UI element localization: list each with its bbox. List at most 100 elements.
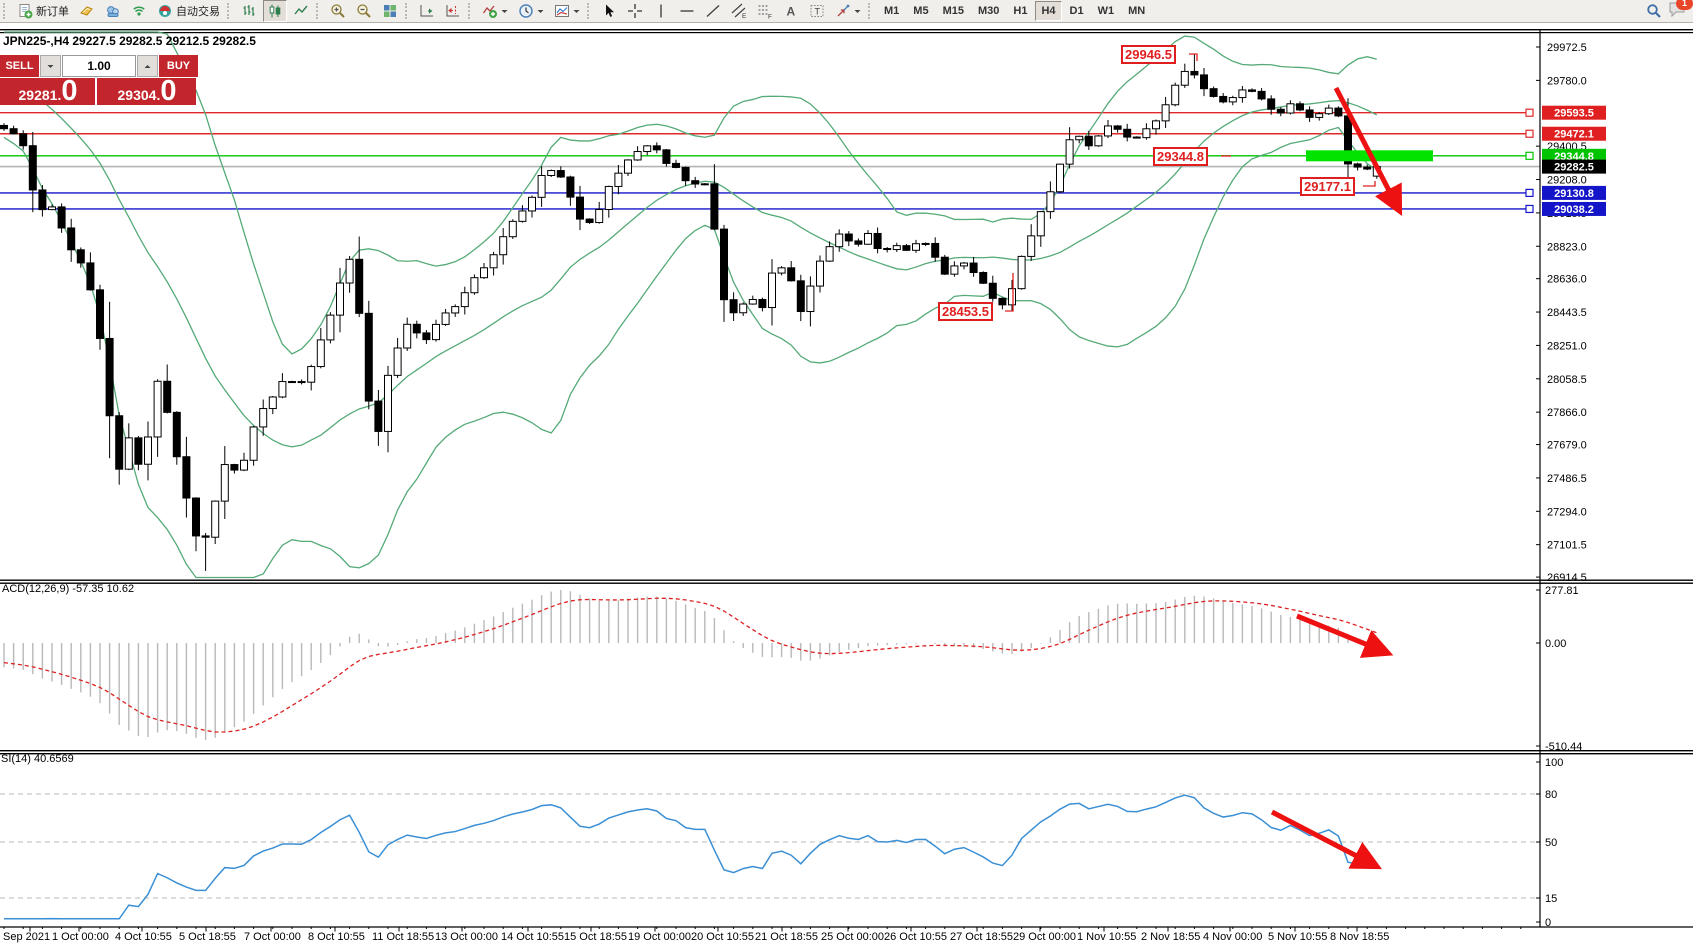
volume-input[interactable] <box>62 55 136 77</box>
chevron-down-icon <box>573 9 580 13</box>
timeframe-button-h1[interactable]: H1 <box>1007 1 1033 21</box>
toolbar-gripper[interactable] <box>868 3 873 19</box>
timeframe-button-d1[interactable]: D1 <box>1064 1 1090 21</box>
notifications-button[interactable]: 1 <box>1668 0 1693 22</box>
price-annotation[interactable]: 29177.1 <box>1300 177 1355 196</box>
templates-button[interactable] <box>550 0 584 22</box>
buy-button[interactable]: BUY <box>159 55 198 77</box>
text-tool-button[interactable]: A <box>779 0 803 22</box>
annotation-connectors[interactable] <box>1005 53 1376 312</box>
horizontal-line-tool-button[interactable] <box>675 0 699 22</box>
publish-button[interactable] <box>101 0 125 22</box>
shapes-icon <box>837 4 850 17</box>
new-order-button[interactable]: 新订单 <box>13 0 73 22</box>
svg-text:28251.0: 28251.0 <box>1547 340 1587 352</box>
toolbar-gripper[interactable] <box>316 3 321 19</box>
buy-price-display[interactable]: 29304. 0 <box>97 78 196 105</box>
svg-text:T: T <box>815 7 821 17</box>
svg-text:27866.0: 27866.0 <box>1547 407 1587 419</box>
clock-icon <box>519 4 533 18</box>
svg-text:19 Oct 00:00: 19 Oct 00:00 <box>628 931 691 943</box>
price-annotation[interactable]: 28453.5 <box>938 302 993 321</box>
svg-text:27486.5: 27486.5 <box>1547 473 1587 485</box>
svg-text:29593.5: 29593.5 <box>1554 108 1594 120</box>
macd-label: ACD(12,26,9) -57.35 10.62 <box>2 583 135 595</box>
svg-text:4 Nov 00:00: 4 Nov 00:00 <box>1203 931 1262 943</box>
sell-price-display[interactable]: 29281. 0 <box>0 78 95 105</box>
toolbar-gripper[interactable] <box>3 3 8 19</box>
svg-text:0: 0 <box>1545 917 1551 929</box>
zoom-in-button[interactable] <box>326 0 350 22</box>
candles <box>0 53 1381 571</box>
zoom-out-button[interactable] <box>352 0 376 22</box>
svg-text:80: 80 <box>1545 789 1557 801</box>
macd-indicator <box>3 590 1378 740</box>
svg-text:20 Oct 10:55: 20 Oct 10:55 <box>691 931 754 943</box>
horizontal-lines[interactable] <box>0 111 1540 210</box>
svg-text:8 Oct 10:55: 8 Oct 10:55 <box>308 931 365 943</box>
text-tool-icon: A <box>787 5 796 19</box>
volume-decrease-button[interactable] <box>40 55 61 77</box>
sell-button[interactable]: SELL <box>0 55 39 77</box>
market-depth-button[interactable] <box>75 0 99 22</box>
svg-text:26 Oct 10:55: 26 Oct 10:55 <box>884 931 947 943</box>
price-axis[interactable]: 29972.529780.029400.529208.029015.528823… <box>1536 30 1587 929</box>
chart-title: JPN225-,H4 29227.5 29282.5 29212.5 29282… <box>3 34 256 48</box>
crosshair-tool-button[interactable] <box>623 0 647 22</box>
svg-text:28443.5: 28443.5 <box>1547 307 1587 319</box>
new-order-icon <box>19 4 33 19</box>
price-annotation[interactable]: 29344.8 <box>1153 147 1208 166</box>
time-axis[interactable]: Sep 2021 1 Oct 00:00 4 Oct 10:55 5 Oct 18:5… <box>0 926 1693 943</box>
channel-tool-button[interactable]: E <box>727 0 751 22</box>
chevron-down-icon <box>537 9 544 13</box>
search-icon[interactable] <box>1646 3 1662 19</box>
candlestick-icon <box>269 4 281 18</box>
auto-scroll-button[interactable] <box>415 0 439 22</box>
periods-button[interactable] <box>514 0 548 22</box>
toolbar-gripper[interactable] <box>587 3 592 19</box>
svg-text:27 Oct 18:55: 27 Oct 18:55 <box>950 931 1013 943</box>
line-chart-mode-button[interactable] <box>289 0 313 22</box>
chart-shift-button[interactable] <box>441 0 465 22</box>
cursor-tool-button[interactable] <box>597 0 621 22</box>
tile-windows-button[interactable] <box>378 0 402 22</box>
panel-separators[interactable] <box>0 579 1693 755</box>
fibonacci-tool-button[interactable]: F <box>753 0 777 22</box>
toolbar-gripper[interactable] <box>227 3 232 19</box>
rsi-indicator <box>0 793 1540 920</box>
indicators-button[interactable] <box>478 0 512 22</box>
trendline-icon <box>706 4 720 18</box>
candlestick-mode-button[interactable] <box>263 0 287 22</box>
volume-increase-button[interactable] <box>137 55 158 77</box>
svg-text:27294.0: 27294.0 <box>1547 506 1587 518</box>
timeframe-button-w1[interactable]: W1 <box>1092 1 1121 21</box>
svg-text:A: A <box>787 5 796 19</box>
timeframe-button-m30[interactable]: M30 <box>972 1 1005 21</box>
signals-button[interactable] <box>127 0 151 22</box>
toolbar-gripper[interactable] <box>405 3 410 19</box>
toolbar-gripper[interactable] <box>468 3 473 19</box>
vertical-line-tool-button[interactable] <box>649 0 673 22</box>
label-tool-button[interactable]: T <box>805 0 829 22</box>
chevron-down-icon <box>501 9 508 13</box>
signals-icon <box>133 6 145 16</box>
chart-frame <box>0 29 1693 34</box>
trendline-tool-button[interactable] <box>701 0 725 22</box>
price-annotation[interactable]: 29946.5 <box>1121 45 1176 64</box>
one-click-trading-panel: SELL BUY 29281.0 29304.0 <box>0 55 198 105</box>
spinner-up-icon <box>144 64 151 68</box>
bar-chart-mode-button[interactable] <box>237 0 261 22</box>
svg-text:4 Oct 10:55: 4 Oct 10:55 <box>115 931 172 943</box>
timeframe-button-mn[interactable]: MN <box>1122 1 1151 21</box>
template-icon <box>555 5 569 17</box>
shapes-tool-button[interactable] <box>831 0 865 22</box>
auto-trading-button[interactable]: 自动交易 <box>153 0 224 22</box>
trend-arrows[interactable] <box>1270 86 1403 870</box>
timeframe-button-h4[interactable]: H4 <box>1035 1 1062 21</box>
svg-text:2 Nov 18:55: 2 Nov 18:55 <box>1141 931 1200 943</box>
timeframe-button-m5[interactable]: M5 <box>907 1 934 21</box>
timeframe-button-m15[interactable]: M15 <box>937 1 970 21</box>
timeframe-button-m1[interactable]: M1 <box>878 1 905 21</box>
svg-text:F: F <box>768 14 772 20</box>
